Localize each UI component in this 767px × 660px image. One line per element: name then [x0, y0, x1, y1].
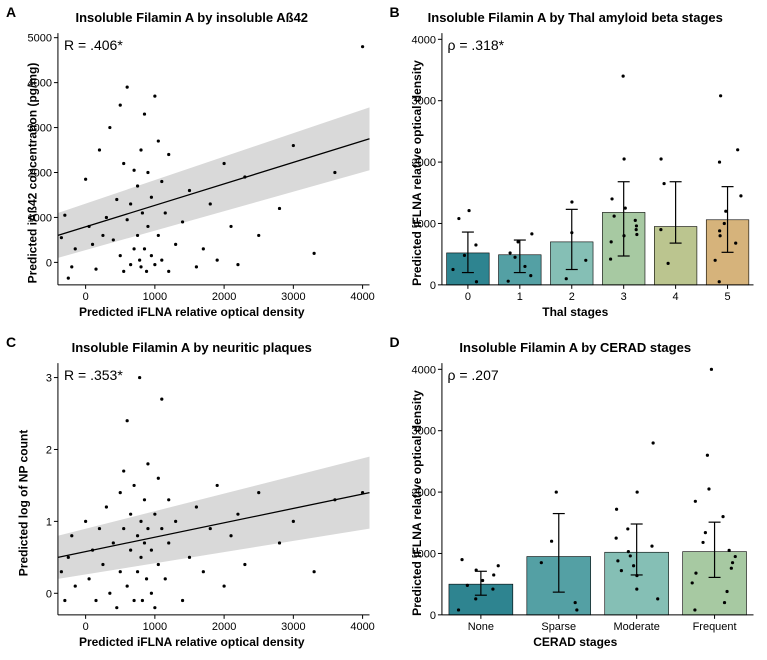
- panel-c-title: Insoluble Filamin A by neuritic plaques: [4, 340, 380, 355]
- svg-text:0: 0: [46, 588, 52, 600]
- panel-a-xlabel: Predicted iFLNA relative optical density: [4, 305, 380, 319]
- panel-letter-a: A: [6, 4, 16, 20]
- svg-text:1: 1: [46, 516, 52, 528]
- panel-c: C Insoluble Filamin A by neuritic plaque…: [0, 330, 384, 660]
- panel-c-ylabel: Predicted log of NP count: [17, 430, 31, 576]
- svg-text:4: 4: [672, 291, 678, 303]
- svg-text:3: 3: [620, 291, 626, 303]
- panel-letter-c: C: [6, 334, 16, 350]
- panel-c-svg: 0 1000 2000 3000 4000 0 1 2 3: [4, 357, 380, 649]
- svg-text:0: 0: [429, 610, 435, 622]
- svg-text:4000: 4000: [350, 621, 374, 633]
- svg-text:3000: 3000: [281, 291, 305, 303]
- panel-a-chart: Predicted iAß42 concentration (pg/mg) 0 1…: [4, 27, 380, 319]
- svg-text:5000: 5000: [28, 33, 52, 45]
- svg-text:Moderate: Moderate: [613, 621, 659, 633]
- panel-letter-d: D: [390, 334, 400, 350]
- panel-d-chart: Predicted iFLNA relative optical density…: [388, 357, 764, 649]
- panel-c-xlabel: Predicted iFLNA relative optical density: [4, 635, 380, 649]
- svg-text:5: 5: [724, 291, 730, 303]
- svg-text:4000: 4000: [350, 291, 374, 303]
- panel-d-stat: ρ = .207: [448, 367, 499, 383]
- svg-text:1000: 1000: [143, 291, 167, 303]
- svg-text:None: None: [467, 621, 493, 633]
- svg-text:2: 2: [46, 444, 52, 456]
- panel-d-ylabel: Predicted iFLNA relative optical density: [410, 390, 424, 616]
- panel-d: D Insoluble Filamin A by CERAD stages Pr…: [384, 330, 767, 660]
- svg-text:0: 0: [429, 280, 435, 292]
- svg-text:Sparse: Sparse: [541, 621, 576, 633]
- svg-text:Frequent: Frequent: [692, 621, 736, 633]
- panel-b: B Insoluble Filamin A by Thal amyloid be…: [384, 0, 767, 330]
- panel-d-title: Insoluble Filamin A by CERAD stages: [388, 340, 764, 355]
- svg-text:2: 2: [568, 291, 574, 303]
- panel-letter-b: B: [390, 4, 400, 20]
- svg-text:3000: 3000: [281, 621, 305, 633]
- figure-grid: A Insoluble Filamin A by insoluble Aß42 …: [0, 0, 767, 660]
- panel-b-svg: 01000200030004000012345: [388, 27, 764, 319]
- panel-c-chart: Predicted log of NP count 0 1000 2000 3000 4…: [4, 357, 380, 649]
- svg-text:2000: 2000: [212, 621, 236, 633]
- svg-text:3: 3: [46, 373, 52, 385]
- panel-b-xlabel: Thal stages: [388, 305, 764, 319]
- svg-text:2000: 2000: [212, 291, 236, 303]
- svg-text:1: 1: [516, 291, 522, 303]
- svg-text:0: 0: [46, 257, 52, 269]
- panel-c-stat: R = .353*: [64, 367, 123, 383]
- panel-b-stat: ρ = .318*: [448, 37, 505, 53]
- svg-text:4000: 4000: [411, 34, 435, 46]
- panel-b-ylabel: Predicted iFLNA relative optical density: [410, 60, 424, 286]
- panel-a-stat: R = .406*: [64, 37, 123, 53]
- panel-a: A Insoluble Filamin A by insoluble Aß42 …: [0, 0, 384, 330]
- panel-a-ylabel: Predicted iAß42 concentration (pg/mg): [25, 63, 39, 284]
- svg-text:0: 0: [83, 621, 89, 633]
- panel-b-title: Insoluble Filamin A by Thal amyloid beta…: [388, 10, 764, 25]
- panel-a-svg: 01000200030004000010002000300040005000: [4, 27, 380, 319]
- panel-b-chart: Predicted iFLNA relative optical density…: [388, 27, 764, 319]
- svg-text:1000: 1000: [143, 621, 167, 633]
- panel-d-xlabel: CERAD stages: [388, 635, 764, 649]
- svg-text:0: 0: [83, 291, 89, 303]
- panel-d-svg: 01000200030004000NoneSparseModerateFrequ…: [388, 357, 764, 649]
- svg-text:4000: 4000: [411, 364, 435, 376]
- svg-text:0: 0: [464, 291, 470, 303]
- panel-a-title: Insoluble Filamin A by insoluble Aß42: [4, 10, 380, 25]
